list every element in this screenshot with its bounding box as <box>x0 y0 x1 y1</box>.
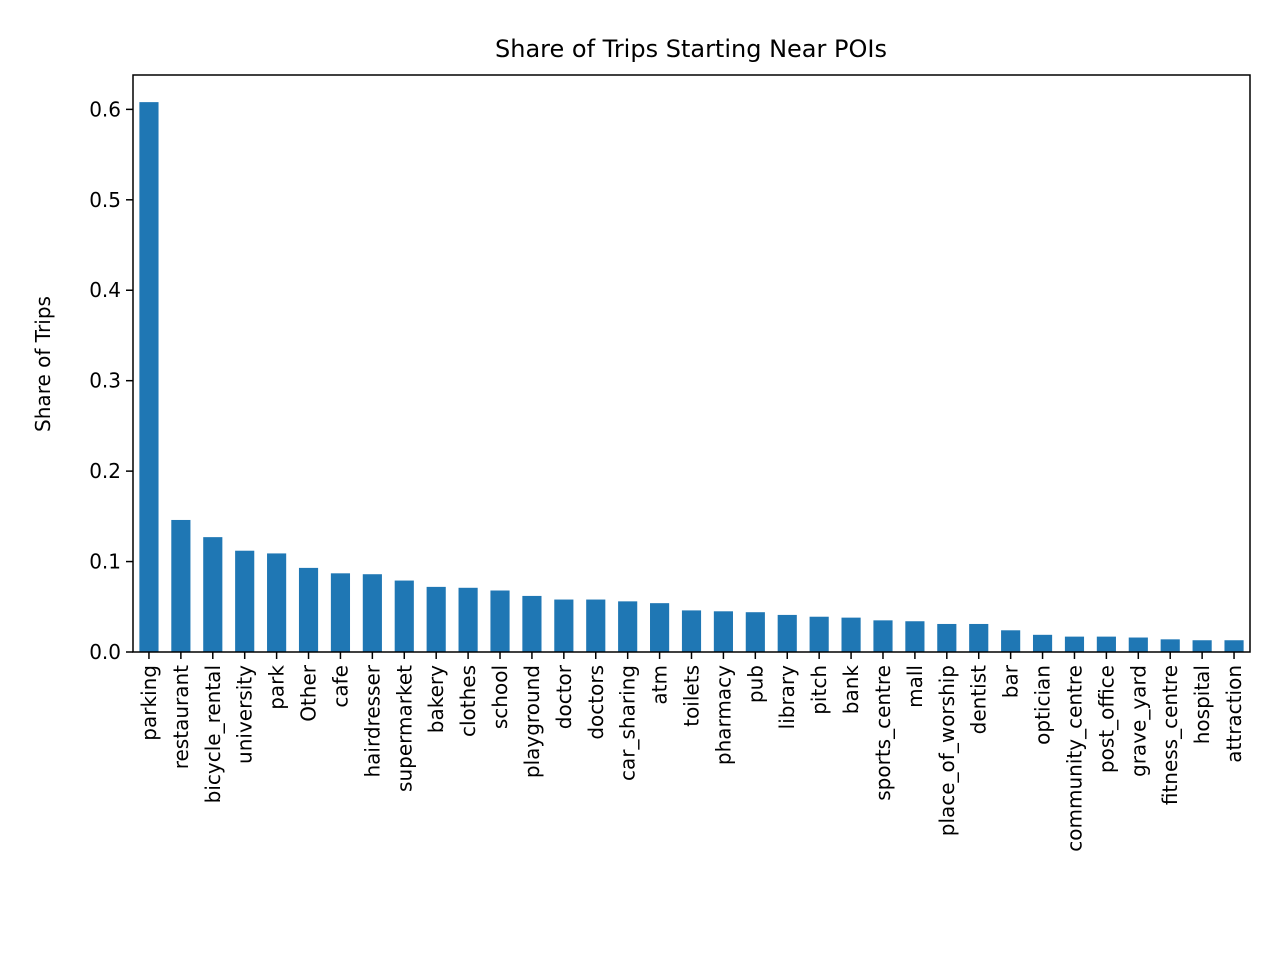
x-tick-label: pub <box>743 665 767 703</box>
x-tick-label: fitness_centre <box>1158 665 1182 805</box>
bar-car_sharing <box>618 601 638 652</box>
bar-clothes <box>458 587 478 652</box>
x-tick-label: Other <box>297 664 321 722</box>
x-tick-label: community_centre <box>1062 665 1086 852</box>
plot-frame <box>132 74 1251 653</box>
bar-pitch <box>809 616 829 652</box>
bar-toilets <box>681 610 702 652</box>
bar-parking <box>139 102 159 653</box>
bar-school <box>490 590 510 652</box>
y-tick-label: 0.0 <box>89 640 121 664</box>
x-axis: parking restaurant bicycle_rental universit… <box>137 652 1246 852</box>
x-tick-label: doctors <box>584 665 608 740</box>
bar-Other <box>298 567 319 652</box>
bar-hospital <box>1192 640 1212 652</box>
bar-pharmacy <box>713 611 733 652</box>
x-tick-label: hospital <box>1190 665 1214 744</box>
bar-university <box>235 550 255 652</box>
bar-bakery <box>426 586 446 652</box>
y-tick-label: 0.5 <box>89 188 121 212</box>
y-tick-label: 0.2 <box>89 459 121 483</box>
bar-bar <box>1001 630 1021 652</box>
x-tick-label: atm <box>648 665 672 705</box>
y-tick-label: 0.4 <box>89 278 121 302</box>
x-tick-label: library <box>775 665 799 730</box>
y-tick-label: 0.6 <box>89 97 121 121</box>
y-tick-label: 0.1 <box>89 550 121 574</box>
x-tick-label: university <box>233 665 257 764</box>
x-tick-label: bank <box>839 665 863 715</box>
bar-cafe <box>330 573 351 652</box>
y-axis: 0.0 0.1 0.2 0.3 0.4 0.5 0.6 <box>89 97 133 664</box>
bar-place_of_worship <box>937 623 957 652</box>
bar-attraction <box>1224 640 1244 652</box>
bar-fitness_centre <box>1160 639 1180 652</box>
x-tick-label: cafe <box>328 665 352 708</box>
x-tick-label: post_office <box>1094 665 1118 773</box>
x-tick-label: grave_yard <box>1126 665 1150 777</box>
bar-doctor <box>554 599 574 652</box>
bar-community_centre <box>1064 636 1085 652</box>
x-tick-label: bar <box>999 664 1023 698</box>
bar-pub <box>745 612 765 652</box>
x-tick-label: car_sharing <box>616 665 640 781</box>
bar-mall <box>905 621 925 652</box>
bar-library <box>777 614 797 652</box>
bar-dentist <box>969 623 989 652</box>
x-tick-label: clothes <box>456 665 480 737</box>
chart-title: Share of Trips Starting Near POIs <box>495 35 887 63</box>
x-tick-label: doctor <box>552 664 576 729</box>
bar-grave_yard <box>1128 637 1148 652</box>
x-tick-label: sports_centre <box>871 665 895 801</box>
bar-bank <box>841 617 861 652</box>
bar-post_office <box>1096 636 1116 652</box>
x-tick-label: place_of_worship <box>935 665 959 836</box>
x-tick-label: park <box>265 665 289 710</box>
bar-restaurant <box>171 519 191 652</box>
y-axis-label: Share of Trips <box>31 296 55 432</box>
bar-hairdresser <box>362 574 382 652</box>
x-tick-label: pharmacy <box>711 665 735 765</box>
bar-park <box>267 553 287 652</box>
bar-playground <box>522 595 542 652</box>
bar-optician <box>1032 634 1053 652</box>
x-tick-label: mall <box>903 665 927 708</box>
x-tick-label: pitch <box>807 665 831 715</box>
bar-atm <box>650 603 670 652</box>
x-tick-label: attraction <box>1222 665 1246 763</box>
x-tick-label: parking <box>137 665 161 741</box>
x-tick-label: playground <box>520 665 544 778</box>
x-tick-label: optician <box>1031 665 1055 745</box>
y-tick-label: 0.3 <box>89 369 121 393</box>
x-tick-label: hairdresser <box>360 664 384 777</box>
x-tick-label: dentist <box>967 665 991 734</box>
x-tick-label: bakery <box>424 665 448 733</box>
x-tick-label: bicycle_rental <box>201 665 225 803</box>
bar-doctors <box>586 599 606 652</box>
bar-bicycle_rental <box>203 537 223 652</box>
x-tick-label: supermarket <box>392 665 416 792</box>
bar-supermarket <box>394 580 414 652</box>
x-tick-label: toilets <box>680 665 704 727</box>
bars-group <box>139 102 1244 653</box>
x-tick-label: school <box>488 665 512 729</box>
bar-sports_centre <box>873 620 893 652</box>
x-tick-label: restaurant <box>169 665 193 769</box>
